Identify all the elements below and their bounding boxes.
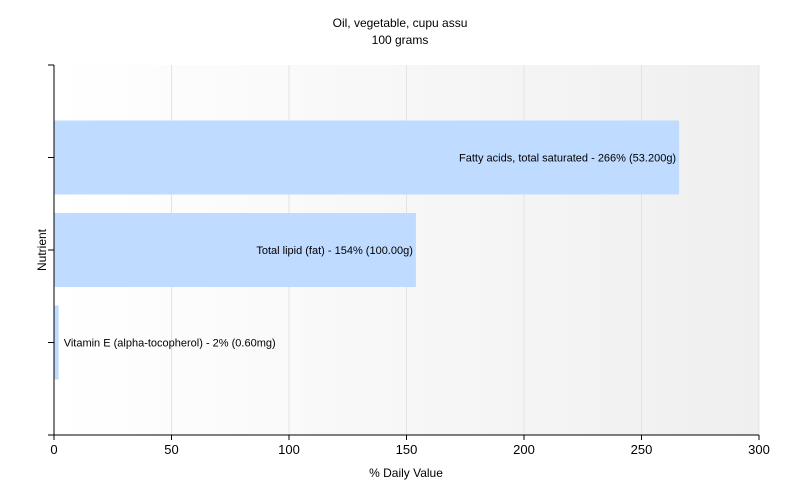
data-label: Vitamin E (alpha-tocopherol) - 2% (0.60m…	[64, 338, 276, 350]
data-label: Total lipid (fat) - 154% (100.00g)	[256, 245, 413, 257]
bar	[54, 213, 416, 287]
x-tick-label: 150	[396, 442, 418, 457]
data-label: Fatty acids, total saturated - 266% (53.…	[459, 153, 676, 165]
x-tick-label: 200	[513, 442, 535, 457]
data-labels: Fatty acids, total saturated - 266% (53.…	[64, 153, 676, 350]
x-tick-label: 0	[50, 442, 57, 457]
x-tick-label: 250	[631, 442, 653, 457]
x-axis-label: % Daily Value	[369, 466, 443, 480]
x-tick-label: 50	[164, 442, 178, 457]
bar	[54, 305, 59, 380]
bars	[54, 120, 680, 380]
axes: 0 50 100 150 200 250 300	[48, 64, 770, 457]
chart-subtitle: 100 grams	[372, 33, 429, 47]
chart-title: Oil, vegetable, cupu assu	[333, 16, 468, 30]
y-axis-label: Nutrient	[35, 228, 49, 271]
x-tick-label: 300	[748, 442, 770, 457]
x-tick-label: 100	[278, 442, 300, 457]
bar	[54, 120, 680, 195]
